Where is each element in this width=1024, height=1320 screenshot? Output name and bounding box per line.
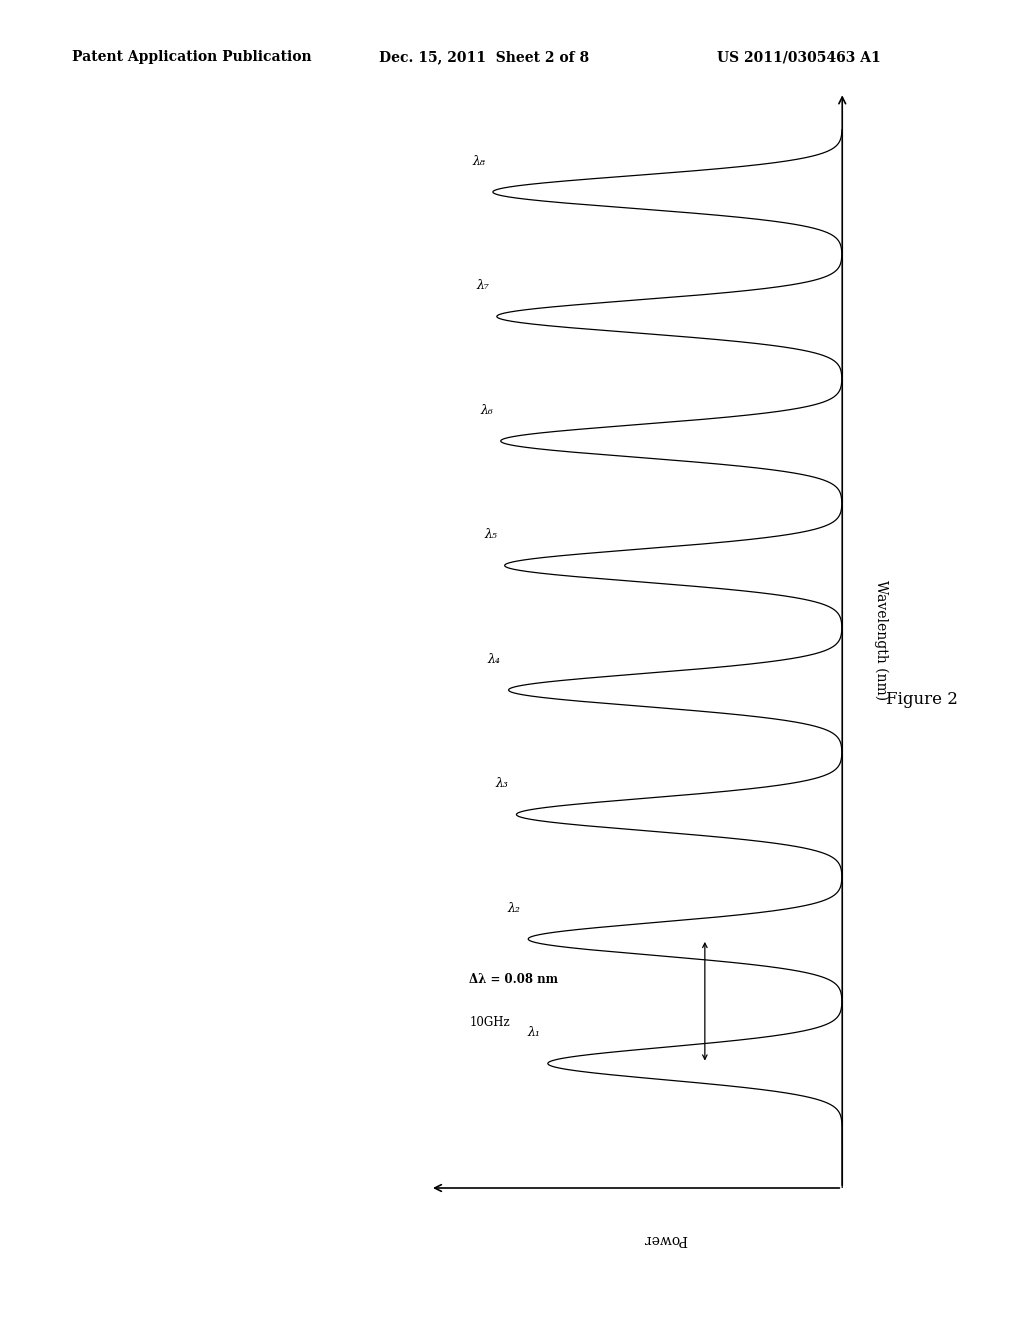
Text: Δλ = 0.08 nm: Δλ = 0.08 nm [469, 973, 558, 986]
Text: Patent Application Publication: Patent Application Publication [72, 50, 311, 65]
Text: λ₈: λ₈ [472, 154, 485, 168]
Text: λ₆: λ₆ [480, 404, 493, 417]
Text: US 2011/0305463 A1: US 2011/0305463 A1 [717, 50, 881, 65]
Text: λ₁: λ₁ [527, 1026, 540, 1039]
Text: λ₃: λ₃ [496, 777, 509, 791]
Text: Wavelength (nm): Wavelength (nm) [873, 579, 888, 701]
Text: Figure 2: Figure 2 [886, 692, 957, 708]
Text: λ₅: λ₅ [484, 528, 497, 541]
Text: Power: Power [644, 1232, 687, 1246]
Text: λ₇: λ₇ [476, 280, 489, 292]
Text: λ₄: λ₄ [487, 652, 501, 665]
Text: 10GHz: 10GHz [469, 1016, 510, 1030]
Text: λ₂: λ₂ [508, 902, 520, 915]
Text: Dec. 15, 2011  Sheet 2 of 8: Dec. 15, 2011 Sheet 2 of 8 [379, 50, 589, 65]
